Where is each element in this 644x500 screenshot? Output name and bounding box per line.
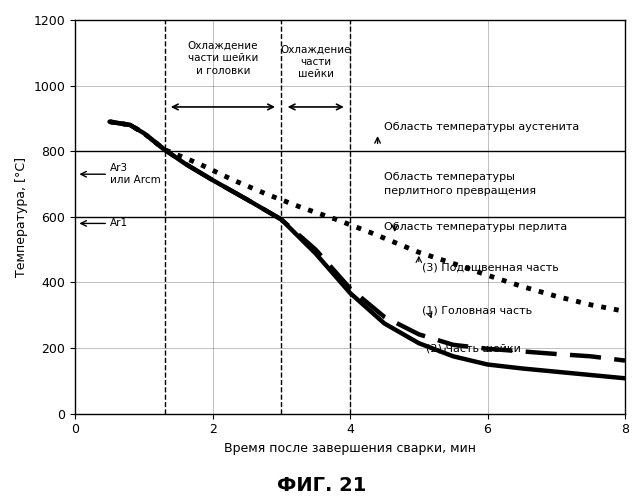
Text: Область температуры
перлитного превращения: Область температуры перлитного превращен… (384, 172, 536, 196)
Text: Область температуры аустенита: Область температуры аустенита (384, 122, 580, 132)
Y-axis label: Температура, [°С]: Температура, [°С] (15, 157, 28, 277)
Text: Ar3
или Arcm: Ar3 или Arcm (109, 164, 160, 185)
Text: ФИГ. 21: ФИГ. 21 (278, 476, 366, 495)
Text: Ar1: Ar1 (109, 218, 128, 228)
Text: Охлаждение
части
шейки: Охлаждение части шейки (280, 44, 351, 79)
Text: Область температуры перлита: Область температуры перлита (384, 222, 568, 232)
X-axis label: Время после завершения сварки, мин: Время после завершения сварки, мин (224, 442, 476, 455)
Text: Охлаждение
части шейки
и головки: Охлаждение части шейки и головки (187, 41, 258, 76)
Text: (3) Подошвенная часть: (3) Подошвенная часть (422, 262, 559, 272)
Text: (1) Головная часть: (1) Головная часть (422, 306, 533, 316)
Text: (2) Часть шейки: (2) Часть шейки (426, 343, 520, 353)
